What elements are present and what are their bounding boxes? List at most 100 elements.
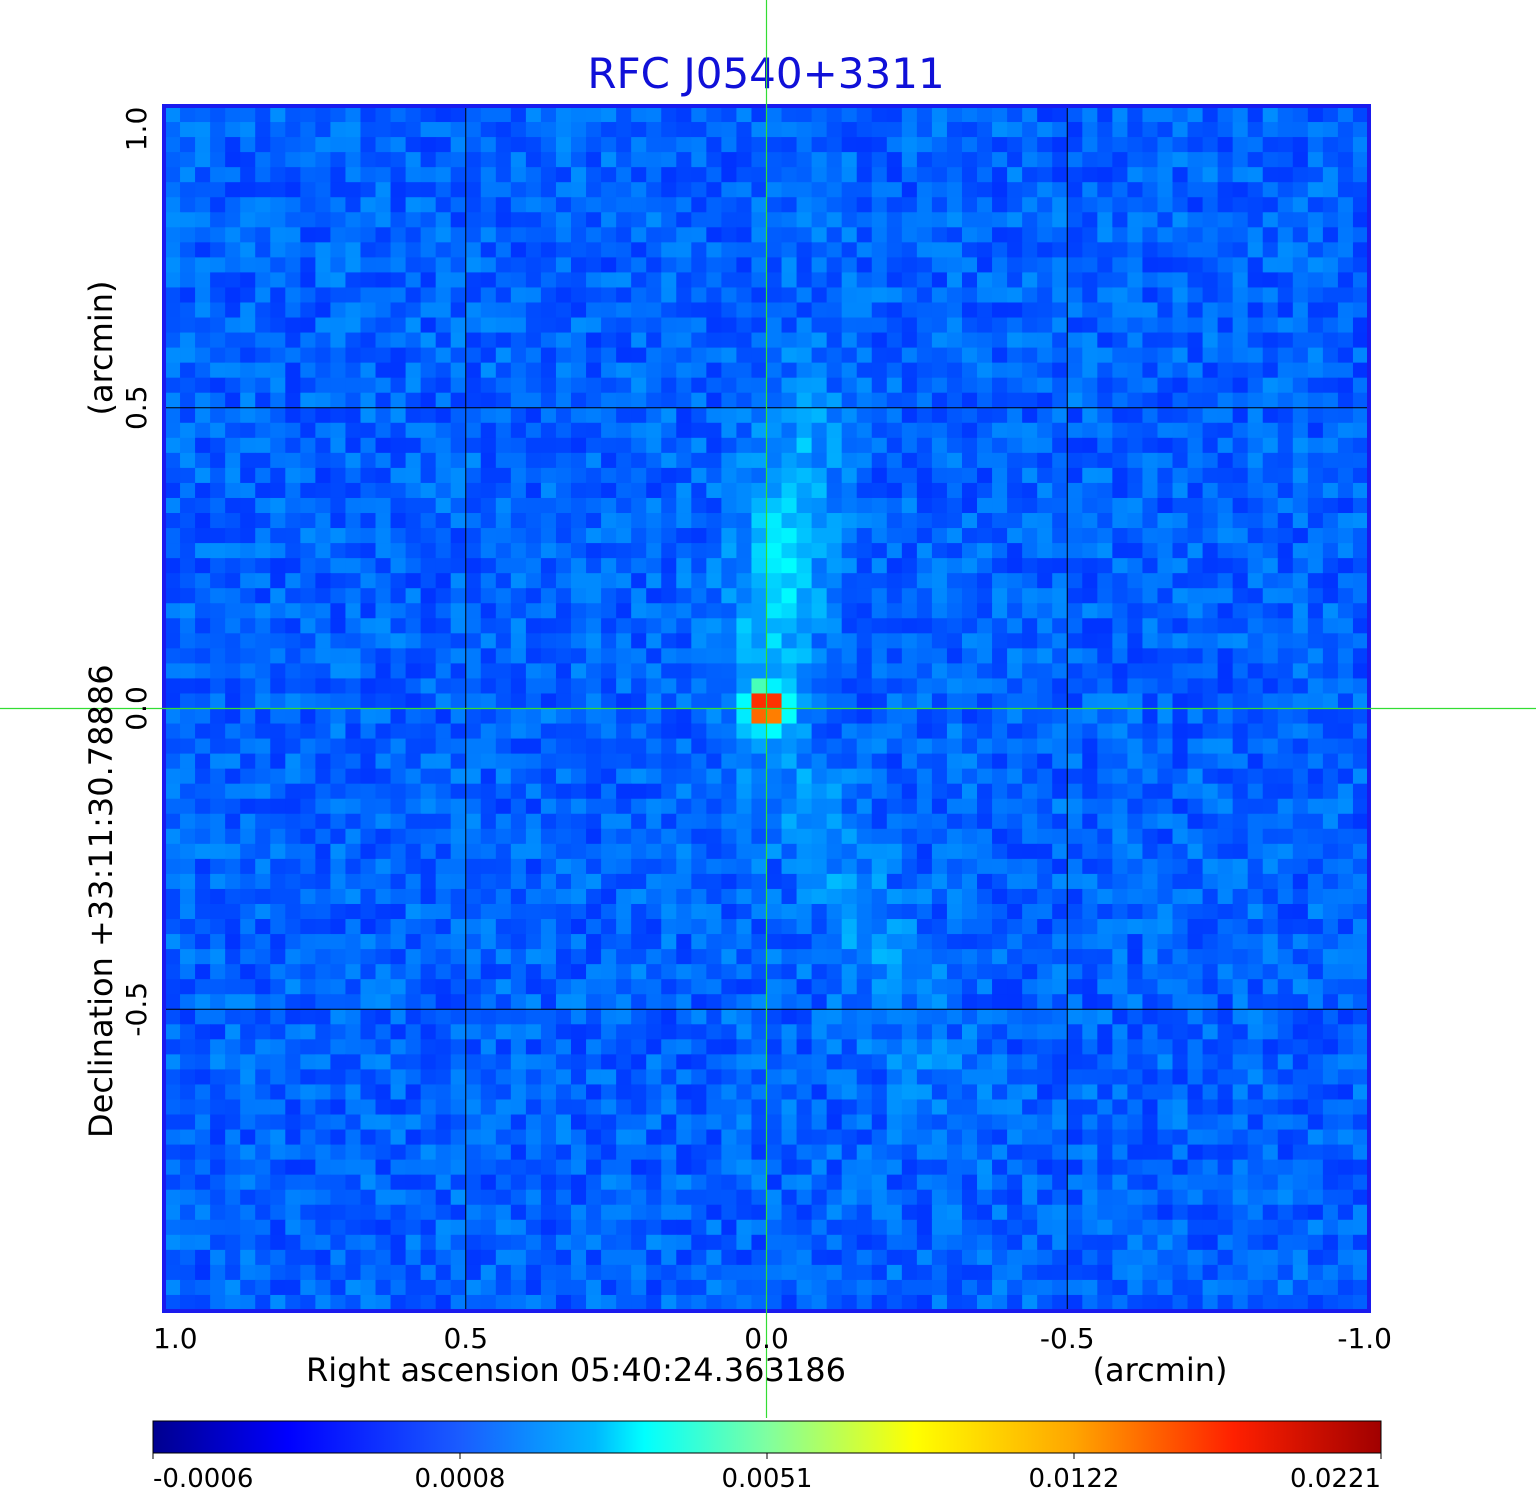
image-pixel xyxy=(1067,813,1083,830)
image-pixel xyxy=(495,618,512,634)
image-pixel xyxy=(510,843,527,860)
image-pixel xyxy=(180,122,196,138)
image-pixel xyxy=(225,994,241,1010)
image-pixel xyxy=(450,212,467,228)
image-pixel xyxy=(240,693,256,710)
image-pixel xyxy=(1277,573,1294,589)
image-pixel xyxy=(1157,272,1174,289)
image-pixel xyxy=(450,1039,467,1055)
image-pixel xyxy=(375,813,392,830)
image-pixel xyxy=(300,437,316,454)
image-pixel xyxy=(1187,949,1204,965)
image-pixel xyxy=(586,392,602,409)
image-pixel xyxy=(751,723,768,740)
image-pixel xyxy=(195,407,211,424)
image-pixel xyxy=(736,467,753,484)
image-pixel xyxy=(1262,949,1279,965)
image-pixel xyxy=(180,903,196,920)
image-pixel xyxy=(691,317,707,334)
image-pixel xyxy=(661,603,677,619)
image-pixel xyxy=(1292,332,1309,349)
image-pixel xyxy=(1247,723,1264,740)
image-pixel xyxy=(1262,708,1279,725)
image-pixel xyxy=(555,1009,572,1025)
image-pixel xyxy=(210,242,226,258)
image-pixel xyxy=(796,813,813,830)
image-pixel xyxy=(495,633,512,649)
image-pixel xyxy=(165,107,181,123)
image-pixel xyxy=(751,528,768,544)
image-pixel xyxy=(465,377,482,394)
image-pixel xyxy=(631,122,647,138)
image-pixel xyxy=(1337,437,1354,454)
image-pixel xyxy=(946,648,963,664)
image-pixel xyxy=(210,768,226,785)
image-pixel xyxy=(691,828,707,845)
image-pixel xyxy=(360,979,377,995)
image-pixel xyxy=(1277,1009,1294,1025)
image-pixel xyxy=(450,543,467,559)
image-pixel xyxy=(811,347,828,364)
image-pixel xyxy=(1277,497,1294,514)
image-pixel xyxy=(736,738,753,755)
image-pixel xyxy=(375,377,392,394)
image-pixel xyxy=(1187,678,1204,695)
image-pixel xyxy=(751,648,768,664)
image-pixel xyxy=(841,858,858,875)
image-pixel xyxy=(916,467,933,484)
image-pixel xyxy=(631,528,647,544)
image-pixel xyxy=(1097,994,1113,1010)
image-pixel xyxy=(1187,828,1204,845)
image-pixel xyxy=(916,558,933,574)
image-pixel xyxy=(450,452,467,469)
image-pixel xyxy=(571,272,587,289)
image-pixel xyxy=(315,828,332,845)
image-pixel xyxy=(1172,618,1189,634)
image-pixel xyxy=(781,919,798,935)
image-pixel xyxy=(420,753,437,770)
image-pixel xyxy=(631,167,647,183)
image-pixel xyxy=(661,392,677,409)
image-pixel xyxy=(992,437,1008,454)
image-pixel xyxy=(826,497,843,514)
image-pixel xyxy=(1247,107,1264,123)
image-pixel xyxy=(977,618,993,634)
image-pixel xyxy=(646,888,662,905)
image-pixel xyxy=(691,603,707,619)
image-pixel xyxy=(931,167,948,183)
image-pixel xyxy=(992,272,1008,289)
image-pixel xyxy=(766,543,783,559)
image-pixel xyxy=(165,603,181,619)
image-pixel xyxy=(826,603,843,619)
image-pixel xyxy=(315,392,332,409)
image-pixel xyxy=(631,422,647,439)
image-pixel xyxy=(540,858,557,875)
image-pixel xyxy=(676,452,692,469)
image-pixel xyxy=(992,558,1008,574)
image-pixel xyxy=(375,137,392,153)
image-pixel xyxy=(901,813,918,830)
image-pixel xyxy=(315,843,332,860)
image-pixel xyxy=(1322,287,1339,304)
image-pixel xyxy=(300,919,316,935)
image-pixel xyxy=(435,513,452,529)
image-pixel xyxy=(721,167,738,183)
image-pixel xyxy=(992,167,1008,183)
image-pixel xyxy=(1127,693,1144,710)
image-pixel xyxy=(1142,573,1159,589)
image-pixel xyxy=(1262,543,1279,559)
image-pixel xyxy=(195,603,211,619)
image-pixel xyxy=(420,107,437,123)
image-pixel xyxy=(1082,482,1098,499)
image-pixel xyxy=(931,362,948,379)
image-pixel xyxy=(871,1009,888,1025)
image-pixel xyxy=(1232,543,1249,559)
image-pixel xyxy=(1262,272,1279,289)
image-pixel xyxy=(826,873,843,890)
image-pixel xyxy=(510,618,527,634)
image-pixel xyxy=(405,107,422,123)
image-pixel xyxy=(676,377,692,394)
image-pixel xyxy=(510,242,527,258)
image-pixel xyxy=(240,152,256,168)
image-pixel xyxy=(706,798,722,815)
